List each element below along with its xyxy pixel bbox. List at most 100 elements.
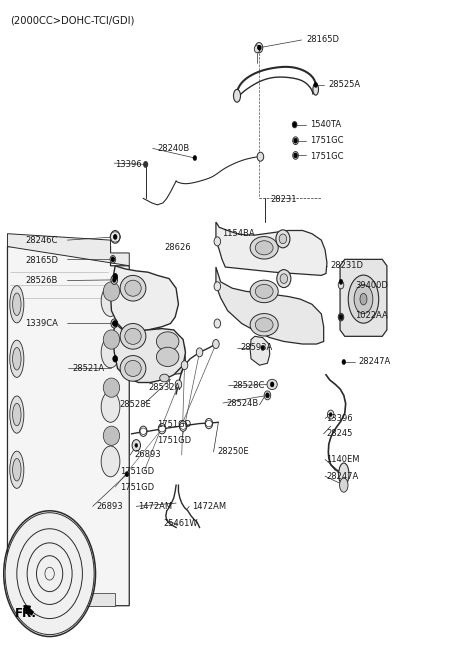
Ellipse shape — [120, 324, 146, 349]
Circle shape — [294, 153, 297, 158]
Text: 28521A: 28521A — [72, 364, 104, 373]
Ellipse shape — [276, 230, 290, 248]
Ellipse shape — [13, 347, 21, 370]
Circle shape — [113, 320, 118, 327]
Circle shape — [113, 322, 116, 325]
Ellipse shape — [160, 374, 169, 382]
Ellipse shape — [338, 463, 349, 485]
Ellipse shape — [101, 446, 120, 477]
Circle shape — [214, 319, 220, 328]
Ellipse shape — [120, 276, 146, 301]
Text: 1154BA: 1154BA — [222, 229, 255, 238]
Circle shape — [257, 46, 260, 50]
Text: 26893: 26893 — [97, 502, 123, 511]
Circle shape — [292, 122, 297, 128]
Circle shape — [329, 413, 332, 417]
Ellipse shape — [13, 293, 21, 316]
Circle shape — [111, 258, 114, 261]
Circle shape — [214, 237, 220, 246]
Circle shape — [181, 361, 188, 369]
Circle shape — [111, 257, 115, 262]
Ellipse shape — [255, 241, 273, 255]
Circle shape — [214, 282, 220, 291]
Ellipse shape — [255, 318, 273, 332]
Circle shape — [293, 137, 298, 144]
Text: 28240B: 28240B — [157, 144, 190, 153]
Circle shape — [113, 356, 118, 362]
Text: 28247A: 28247A — [359, 358, 391, 366]
Circle shape — [125, 472, 129, 477]
Circle shape — [342, 360, 346, 364]
Text: 1751GD: 1751GD — [120, 466, 154, 476]
Ellipse shape — [279, 234, 287, 244]
Ellipse shape — [13, 459, 21, 481]
Text: 1751GC: 1751GC — [310, 152, 344, 161]
Circle shape — [179, 421, 187, 432]
Ellipse shape — [250, 280, 278, 303]
Circle shape — [255, 43, 263, 53]
Text: 1751GD: 1751GD — [157, 435, 191, 444]
Ellipse shape — [360, 293, 367, 305]
Ellipse shape — [348, 275, 379, 324]
Ellipse shape — [101, 286, 120, 316]
Circle shape — [113, 234, 117, 239]
Circle shape — [338, 314, 343, 320]
Ellipse shape — [101, 337, 120, 367]
Polygon shape — [110, 266, 178, 333]
Text: 28250E: 28250E — [217, 447, 249, 456]
Circle shape — [339, 280, 343, 285]
Circle shape — [110, 230, 120, 243]
Ellipse shape — [10, 396, 24, 433]
Circle shape — [314, 82, 318, 87]
Circle shape — [265, 393, 269, 398]
Ellipse shape — [277, 270, 291, 287]
Circle shape — [257, 45, 261, 50]
Polygon shape — [250, 336, 270, 365]
Circle shape — [338, 281, 344, 289]
Circle shape — [135, 443, 137, 447]
Text: 1140EM: 1140EM — [326, 455, 359, 464]
Ellipse shape — [250, 237, 278, 259]
Text: 1022AA: 1022AA — [355, 311, 388, 320]
Text: 28526B: 28526B — [25, 276, 58, 285]
Ellipse shape — [10, 451, 24, 488]
Circle shape — [328, 410, 334, 419]
Circle shape — [264, 391, 271, 400]
Ellipse shape — [354, 285, 373, 314]
Circle shape — [293, 123, 296, 127]
Text: 28246C: 28246C — [25, 236, 58, 245]
Polygon shape — [148, 324, 185, 375]
Text: 1751GD: 1751GD — [120, 483, 154, 492]
Text: 28528C: 28528C — [232, 381, 264, 390]
Ellipse shape — [120, 356, 146, 381]
Circle shape — [158, 424, 166, 434]
Circle shape — [111, 319, 118, 328]
Circle shape — [111, 276, 118, 285]
Ellipse shape — [125, 280, 141, 296]
Ellipse shape — [101, 391, 120, 422]
Circle shape — [139, 426, 147, 436]
Ellipse shape — [267, 379, 277, 389]
Polygon shape — [31, 593, 115, 606]
Ellipse shape — [125, 360, 141, 377]
Polygon shape — [216, 222, 327, 276]
FancyArrow shape — [24, 606, 33, 615]
Ellipse shape — [10, 340, 24, 377]
Text: (2000CC>DOHC-TCI/GDI): (2000CC>DOHC-TCI/GDI) — [10, 15, 134, 25]
Text: 1751GD: 1751GD — [157, 421, 191, 430]
Circle shape — [266, 393, 269, 397]
Circle shape — [257, 152, 264, 161]
Polygon shape — [340, 259, 387, 336]
Ellipse shape — [280, 274, 288, 283]
Circle shape — [205, 419, 213, 429]
Text: 28528E: 28528E — [119, 400, 151, 410]
Text: 1472AM: 1472AM — [137, 502, 172, 511]
Circle shape — [196, 348, 203, 357]
Ellipse shape — [13, 403, 21, 426]
Circle shape — [270, 382, 274, 387]
Circle shape — [339, 314, 343, 320]
Circle shape — [132, 439, 140, 451]
Polygon shape — [113, 324, 185, 382]
Text: 28626: 28626 — [164, 243, 191, 252]
Circle shape — [112, 321, 116, 326]
